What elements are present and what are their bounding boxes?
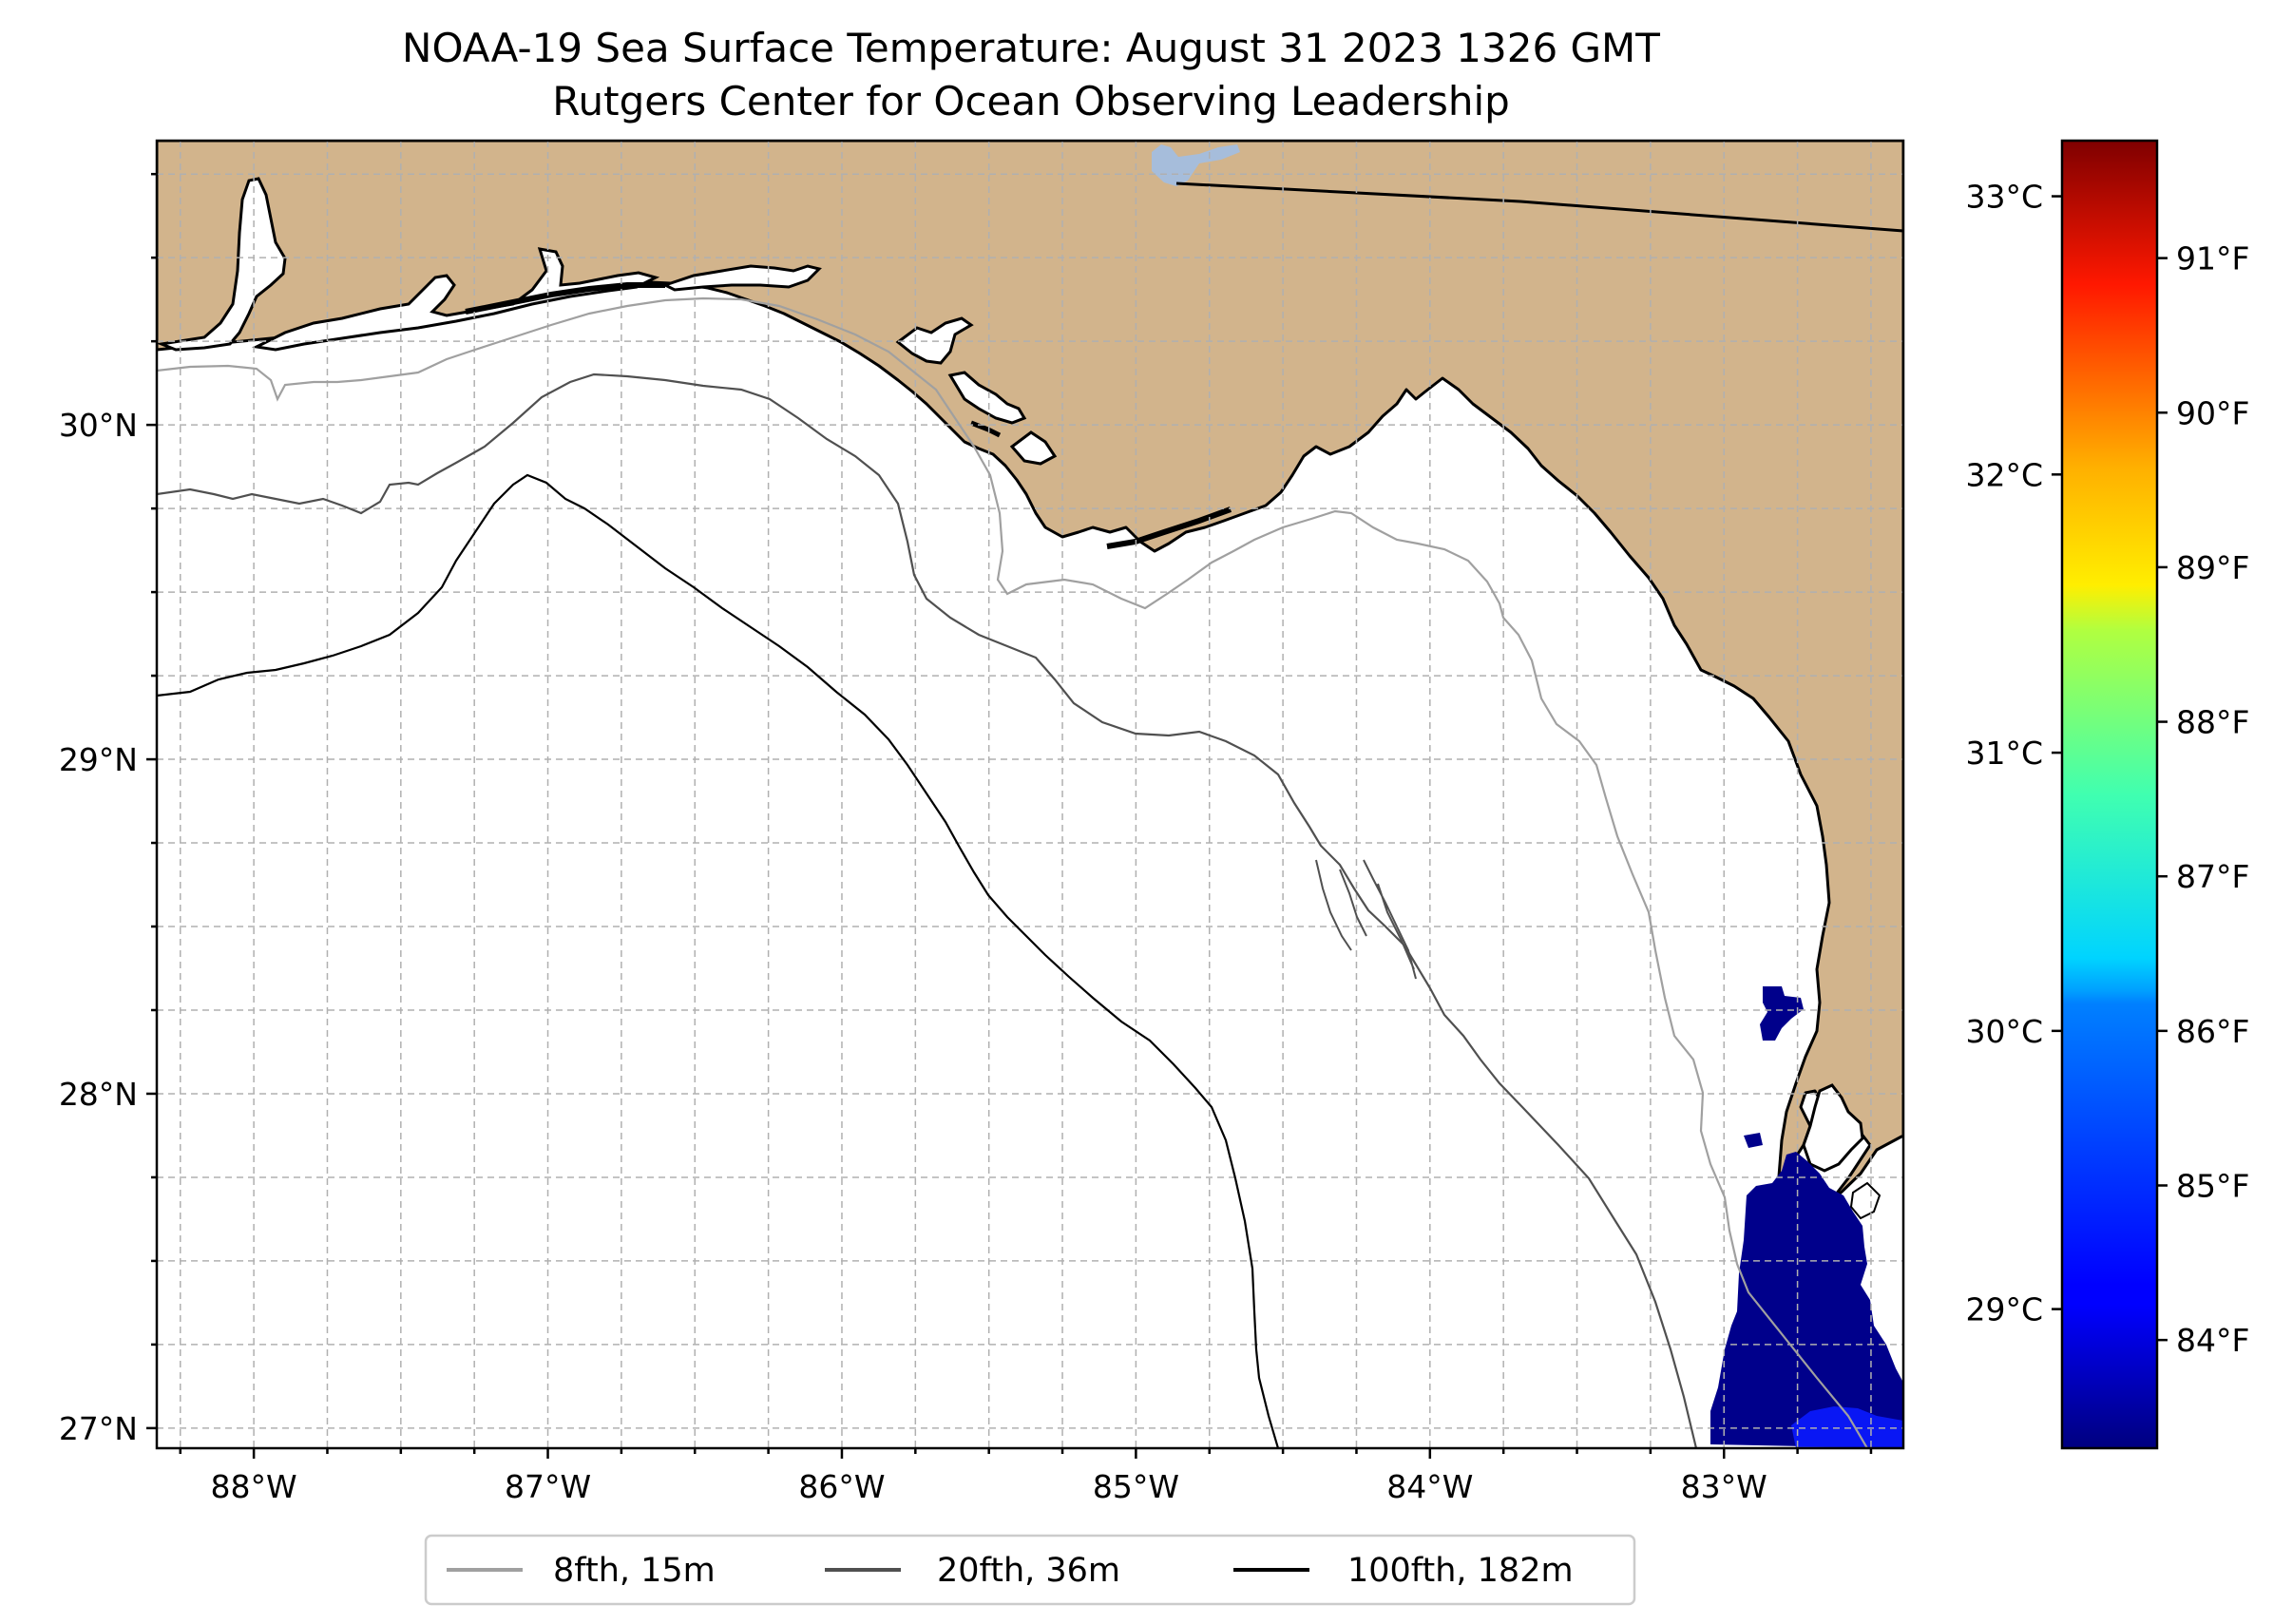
cb-f-91: 91°F xyxy=(2176,240,2249,277)
sst-patch-bright xyxy=(1791,1406,1903,1448)
cb-c-29: 29°C xyxy=(1965,1291,2043,1328)
sst-data xyxy=(1710,986,1903,1448)
cb-f-86: 86°F xyxy=(2176,1013,2249,1050)
colorbar-labels: 29°C 30°C 31°C 32°C 33°C 84°F 85°F 86°F … xyxy=(1965,179,2249,1360)
cb-f-89: 89°F xyxy=(2176,549,2249,586)
lat-label-27: 27°N xyxy=(59,1410,138,1447)
chart-title: NOAA-19 Sea Surface Temperature: August … xyxy=(402,25,1660,71)
colorbar: 29°C 30°C 31°C 32°C 33°C 84°F 85°F 86°F … xyxy=(1965,139,2249,1450)
legend-box xyxy=(424,1534,1636,1606)
cb-c-33: 33°C xyxy=(1965,179,2043,216)
map-axes xyxy=(146,172,1873,1459)
colorbar-ticks xyxy=(2052,195,2168,1342)
map-axis-labels: 88°W 87°W 86°W 85°W 84°W 83°W 30°N 29°N … xyxy=(59,407,1767,1505)
cb-c-31: 31°C xyxy=(1965,735,2043,772)
lon-label-88: 88°W xyxy=(211,1468,297,1505)
choctawhatchee-bay xyxy=(661,264,822,292)
sst-patch-north xyxy=(1760,986,1804,1041)
cb-f-84: 84°F xyxy=(2176,1322,2249,1359)
gridlines xyxy=(157,141,1903,1448)
legend: 8fth, 15m 20fth, 36m 100fth, 182m xyxy=(424,1534,1636,1606)
isobath-100fth xyxy=(157,473,1280,1448)
apalachicola-bay xyxy=(1009,430,1058,466)
lon-label-84: 84°W xyxy=(1386,1468,1473,1505)
cb-f-87: 87°F xyxy=(2176,858,2249,895)
colorbar-gradient xyxy=(2060,139,2159,1450)
lon-label-86: 86°W xyxy=(798,1468,885,1505)
lon-label-85: 85°W xyxy=(1093,1468,1179,1505)
isobath-20fth-islands xyxy=(1315,859,1417,980)
cb-f-85: 85°F xyxy=(2176,1167,2249,1204)
legend-label-8fth: 8fth, 15m xyxy=(553,1552,716,1590)
st-joseph-bay xyxy=(947,371,1027,425)
lon-label-87: 87°W xyxy=(505,1468,591,1505)
map-frame xyxy=(155,139,1905,1450)
lat-label-28: 28°N xyxy=(59,1076,138,1113)
isobath-8fth xyxy=(157,296,1868,1448)
chart-subtitle: Rutgers Center for Ocean Observing Leade… xyxy=(552,78,1510,124)
legend-label-20fth: 20fth, 36m xyxy=(937,1552,1120,1590)
cb-c-32: 32°C xyxy=(1965,456,2043,493)
pensacola-bay xyxy=(252,247,660,352)
lat-label-30: 30°N xyxy=(59,407,138,444)
sst-patch-small xyxy=(1744,1133,1763,1148)
cb-f-90: 90°F xyxy=(2176,394,2249,431)
barrier-island-panhandle xyxy=(465,282,665,315)
lat-label-29: 29°N xyxy=(59,741,138,778)
isobath-20fth xyxy=(157,373,1698,1448)
cb-c-30: 30°C xyxy=(1965,1013,2043,1050)
state-border xyxy=(1175,182,1903,233)
map-panel xyxy=(157,141,1903,1448)
sst-patch-main xyxy=(1710,1152,1903,1448)
legend-label-100fth: 100fth, 182m xyxy=(1347,1552,1574,1590)
tampa-bay xyxy=(1802,1083,1864,1173)
lon-label-83: 83°W xyxy=(1681,1468,1767,1505)
charlotte-harbor xyxy=(1849,1181,1881,1220)
cb-f-88: 88°F xyxy=(2176,704,2249,741)
lake xyxy=(1152,144,1240,186)
